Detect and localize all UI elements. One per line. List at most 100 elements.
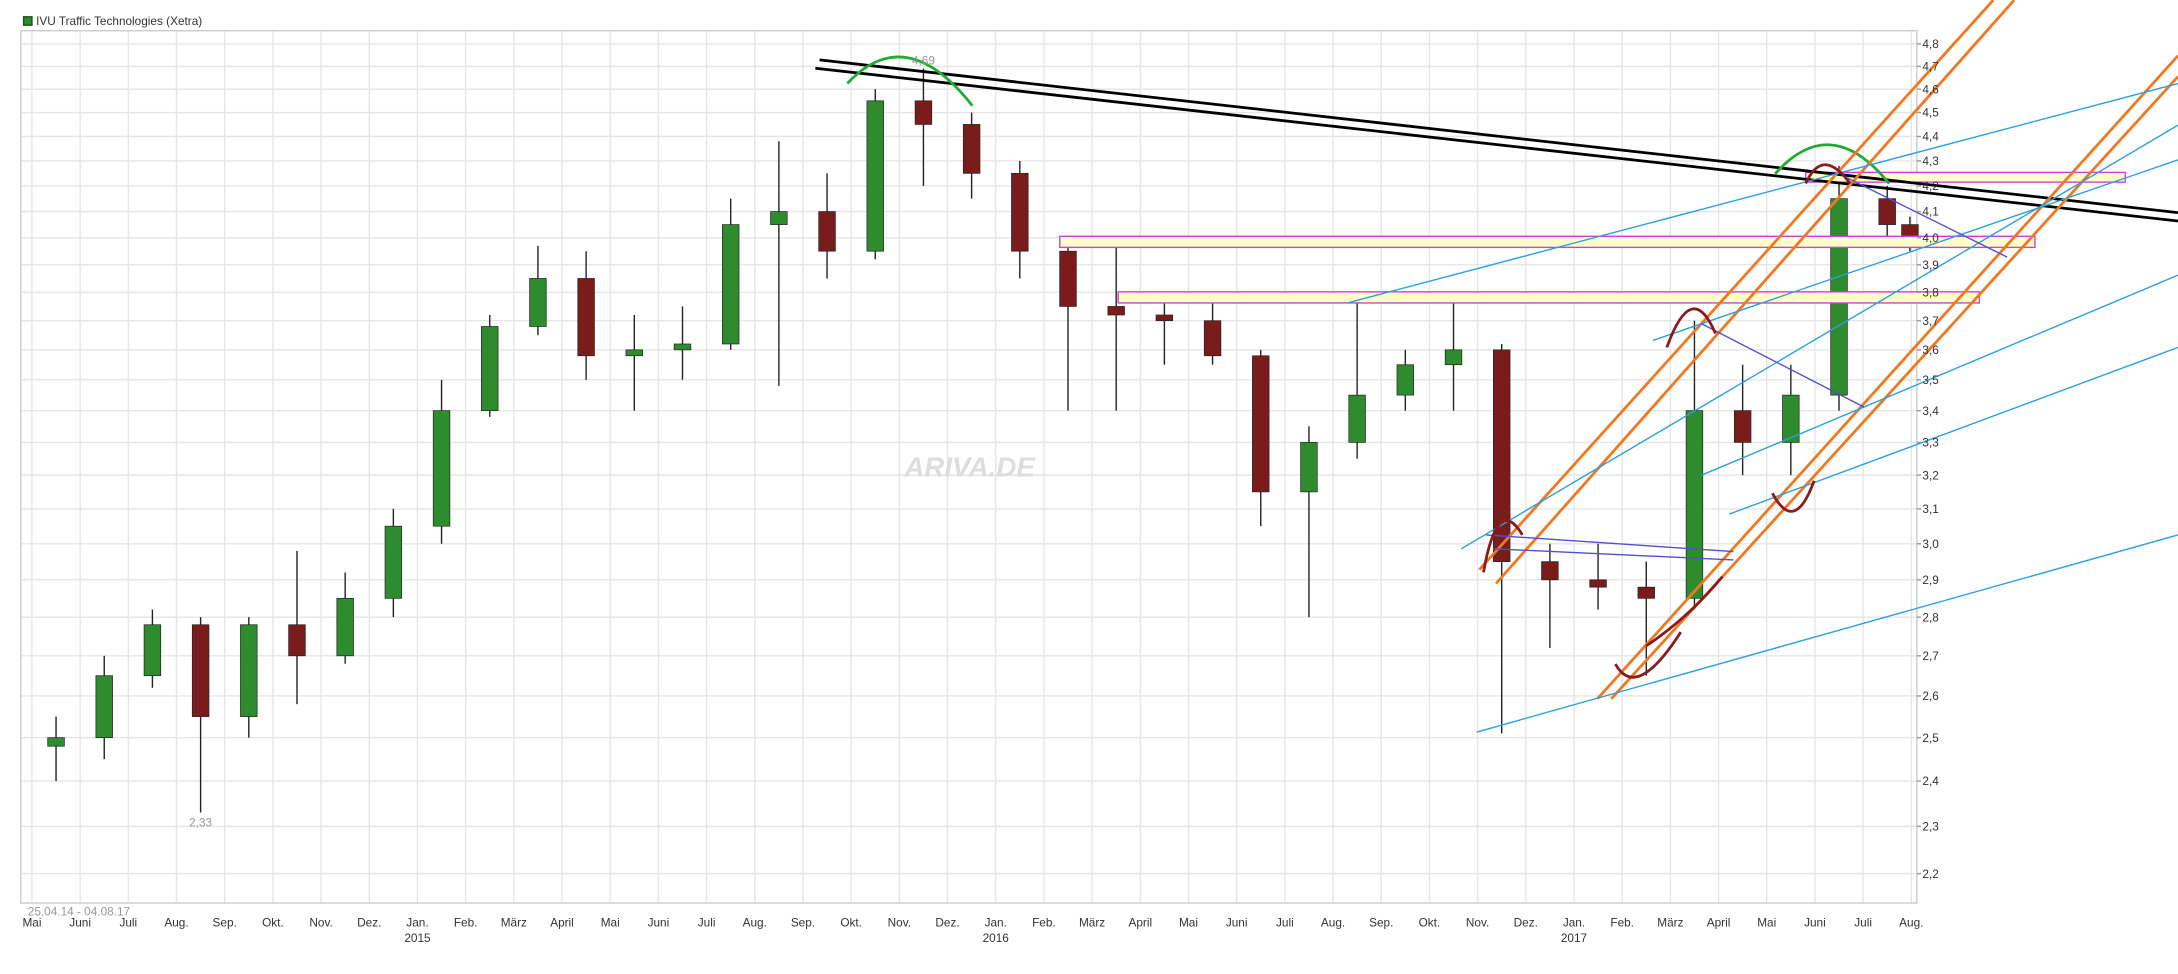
arc bbox=[1482, 519, 1524, 573]
x-tick-label: Aug. bbox=[743, 916, 767, 930]
arc bbox=[1804, 163, 1852, 185]
candle-body bbox=[1878, 198, 1896, 225]
candle-body bbox=[1733, 410, 1752, 443]
candle-body bbox=[481, 326, 499, 411]
candles bbox=[47, 68, 1919, 813]
y-tick-label: 2,5 bbox=[1922, 731, 1939, 745]
trend-line bbox=[1460, 124, 2178, 550]
candle-body bbox=[770, 211, 788, 225]
trend-line bbox=[1701, 274, 2178, 476]
y-tick-label: 4,0 bbox=[1922, 231, 1939, 245]
x-tick-label: Jan. bbox=[406, 916, 428, 930]
drawings bbox=[815, 0, 2178, 733]
x-tick-label: Mai bbox=[1757, 916, 1776, 930]
candle-body bbox=[1203, 320, 1222, 357]
zone bbox=[1117, 291, 1981, 304]
y-tick-label: 2,8 bbox=[1922, 610, 1939, 624]
x-tick-label: April bbox=[1128, 916, 1152, 930]
candle-body bbox=[288, 624, 306, 657]
x-tick-label: Nov. bbox=[309, 916, 332, 930]
candle-body bbox=[962, 124, 981, 174]
candle-body bbox=[1444, 349, 1463, 366]
x-tick-label: Nov. bbox=[888, 916, 911, 930]
x-tick-label: Dez. bbox=[357, 916, 381, 930]
x-tick-label: Sep. bbox=[213, 916, 237, 930]
y-tick-label: 3,9 bbox=[1922, 258, 1938, 272]
y-tick-label: 4,2 bbox=[1922, 179, 1938, 193]
y-tick-label: 4,6 bbox=[1922, 82, 1939, 96]
y-tick-label: 2,6 bbox=[1922, 689, 1939, 703]
candle-body bbox=[818, 211, 836, 252]
trend-line bbox=[1729, 346, 2178, 515]
date-range: 25.04.14 - 04.08.17 bbox=[28, 905, 130, 919]
trend-line bbox=[1347, 82, 2178, 304]
x-tick-label: Juni bbox=[1226, 916, 1248, 930]
legend-swatch bbox=[22, 16, 33, 26]
arc bbox=[1771, 480, 1816, 513]
arc bbox=[1665, 307, 1717, 348]
y-tick-label: 3,8 bbox=[1922, 286, 1939, 300]
candle-body bbox=[1059, 250, 1077, 307]
x-tick-label: Aug. bbox=[1899, 916, 1923, 930]
trend-line bbox=[1847, 177, 2008, 258]
x-tick-label: Juni bbox=[1804, 916, 1826, 930]
annotation: 4,69 bbox=[912, 53, 935, 67]
trend-line bbox=[1701, 323, 1865, 408]
x-tick-label: Feb. bbox=[1032, 916, 1056, 930]
x-tick-label: April bbox=[550, 916, 574, 930]
annotation: 2,33 bbox=[189, 815, 212, 829]
candle-body bbox=[143, 624, 162, 677]
y-tick-label: 2,3 bbox=[1922, 820, 1939, 834]
y-tick-label: 3,4 bbox=[1922, 404, 1939, 418]
trend-line bbox=[1652, 159, 2178, 342]
y-tick-label: 2,9 bbox=[1922, 573, 1938, 587]
x-tick-label: Feb. bbox=[1610, 916, 1634, 930]
x-tick-label: Okt. bbox=[840, 916, 862, 930]
trend-line bbox=[1486, 534, 1734, 553]
channel-line bbox=[1494, 0, 2016, 585]
y-tick-label: 2,4 bbox=[1922, 774, 1939, 788]
chart-title: IVU Traffic Technologies (Xetra) bbox=[36, 14, 202, 28]
candle-body bbox=[47, 737, 65, 747]
trend-line bbox=[1476, 534, 2178, 733]
x-tick-label: Dez. bbox=[1514, 916, 1538, 930]
zone bbox=[1805, 171, 2126, 183]
candle-body bbox=[1493, 349, 1511, 562]
y-tick-label: 3,7 bbox=[1922, 314, 1938, 328]
arc bbox=[846, 55, 974, 107]
candle-body bbox=[625, 349, 643, 357]
y-tick-label: 4,4 bbox=[1922, 130, 1939, 144]
x-tick-label: Aug. bbox=[164, 916, 188, 930]
x-tick-label: Feb. bbox=[454, 916, 478, 930]
x-tick-label: Sep. bbox=[1369, 916, 1393, 930]
x-tick-label: Jan. bbox=[985, 916, 1007, 930]
candle-body bbox=[1589, 579, 1607, 588]
y-tick-label: 3,6 bbox=[1922, 343, 1939, 357]
x-tick-label: Nov. bbox=[1466, 916, 1489, 930]
y-tick-label: 3,5 bbox=[1922, 373, 1939, 387]
y-tick-label: 4,8 bbox=[1922, 37, 1939, 51]
y-tick-label: 3,3 bbox=[1922, 436, 1939, 450]
x-tick-label: Jan. bbox=[1563, 916, 1585, 930]
candle-body bbox=[722, 224, 740, 345]
candle-body bbox=[384, 525, 403, 599]
watermark: ARIVA.DE bbox=[903, 452, 1036, 483]
x-tick-label: Aug. bbox=[1321, 916, 1345, 930]
x-tick-label: Okt. bbox=[1419, 916, 1441, 930]
candle-body bbox=[529, 278, 547, 327]
x-tick-label: Juli bbox=[1854, 916, 1872, 930]
year-label: 2017 bbox=[1561, 931, 1587, 945]
trend-line bbox=[819, 58, 2178, 215]
x-tick-label: Juli bbox=[698, 916, 716, 930]
y-tick-label: 4,3 bbox=[1922, 154, 1939, 168]
candle-body bbox=[432, 410, 451, 527]
x-tick-label: Juli bbox=[119, 916, 137, 930]
candle-body bbox=[577, 278, 595, 357]
candle-body bbox=[1637, 586, 1655, 599]
x-tick-label: Mai bbox=[1179, 916, 1198, 930]
y-tick-label: 4,1 bbox=[1922, 205, 1938, 219]
candle-body bbox=[1252, 355, 1270, 493]
y-tick-label: 3,0 bbox=[1922, 537, 1939, 551]
x-tick-label: März bbox=[1657, 916, 1683, 930]
